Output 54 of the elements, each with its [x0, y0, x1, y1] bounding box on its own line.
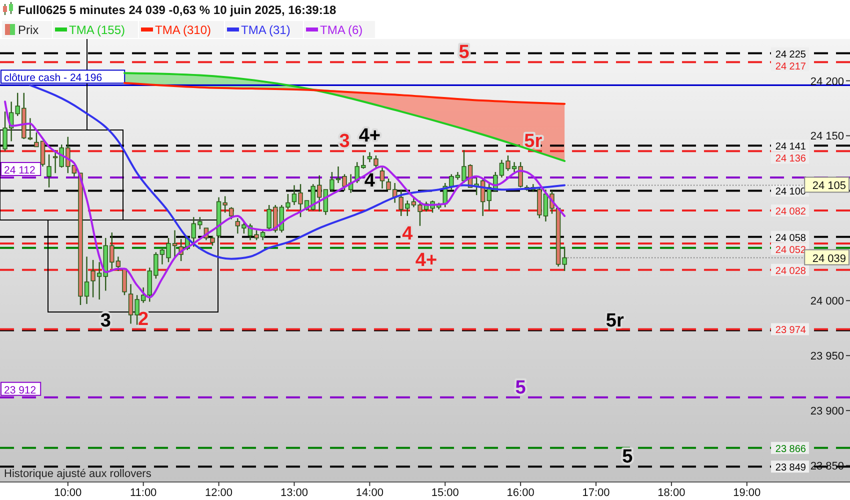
annotation: 4+	[358, 126, 381, 147]
y-tick-label: 23 900	[810, 406, 844, 418]
ref-line-label: 23 866	[775, 444, 806, 455]
annotation: 5	[515, 377, 526, 398]
x-tick-label: 11:00	[130, 487, 157, 499]
ref-line-label: 24 028	[775, 266, 806, 277]
text: TMA (31)	[241, 23, 290, 37]
ref-line-label: 24 082	[775, 206, 806, 218]
annotation: 24 105	[812, 180, 846, 192]
ref-line-label: 24 217	[775, 61, 806, 72]
line-series	[4, 100, 566, 298]
chart-title: Full0625 5 minutes 24 039 -0,63 % 10 juin 2025, 16:39:18	[18, 3, 336, 17]
candlestick	[122, 268, 127, 296]
legend-label: Prix	[18, 23, 39, 37]
ref-line-label: 24 225	[775, 49, 806, 60]
x-tick-label: 15:00	[431, 487, 459, 499]
ref-line-label: 24 052	[775, 244, 806, 256]
annotation: 23 912	[4, 384, 36, 396]
annotation: 4	[364, 170, 376, 192]
text: TMA (310)	[155, 23, 212, 37]
annotation: 24 039	[812, 252, 846, 265]
ref-line-label: 24 058	[775, 232, 806, 244]
annotation: Historique ajusté aux rollovers	[4, 468, 152, 480]
ref-line-label: 23 974	[775, 325, 806, 336]
text: TMA (155)	[69, 23, 126, 37]
y-tick-label: 23 950	[810, 350, 844, 363]
candlestick	[52, 149, 58, 174]
x-tick-label: 10:00	[54, 487, 82, 499]
x-tick-label: 17:00	[582, 487, 610, 499]
ref-line-label: 24 141	[775, 142, 806, 153]
x-tick-label: 14:00	[356, 487, 384, 499]
candlestick	[46, 154, 52, 188]
annotation: 4+	[415, 250, 438, 271]
ref-line-label: 24 136	[775, 154, 806, 165]
x-tick-label: 19:00	[733, 487, 761, 499]
x-tick-label: 18:00	[658, 487, 686, 499]
line-series	[123, 82, 566, 105]
text: TMA (6)	[320, 23, 363, 37]
candlestick	[380, 167, 385, 190]
annotation: 2	[138, 309, 149, 330]
x-tick-label: 12:00	[205, 487, 233, 499]
annotation: 5r	[606, 310, 624, 332]
y-tick-label: 24 000	[810, 296, 844, 308]
annotation: 24 112	[4, 164, 36, 177]
candlestick	[229, 206, 234, 220]
y-tick-label: 24 150	[810, 130, 844, 143]
x-tick-label: 16:00	[506, 487, 534, 499]
x-tick-label: 13:00	[280, 487, 308, 499]
annotation: 5	[622, 446, 634, 468]
candlestick	[28, 118, 33, 141]
annotation: 3	[100, 310, 111, 332]
annotation: 3	[339, 131, 350, 152]
annotation: clôture cash - 24 196	[4, 72, 102, 84]
ref-line-label: 23 849	[775, 462, 806, 474]
